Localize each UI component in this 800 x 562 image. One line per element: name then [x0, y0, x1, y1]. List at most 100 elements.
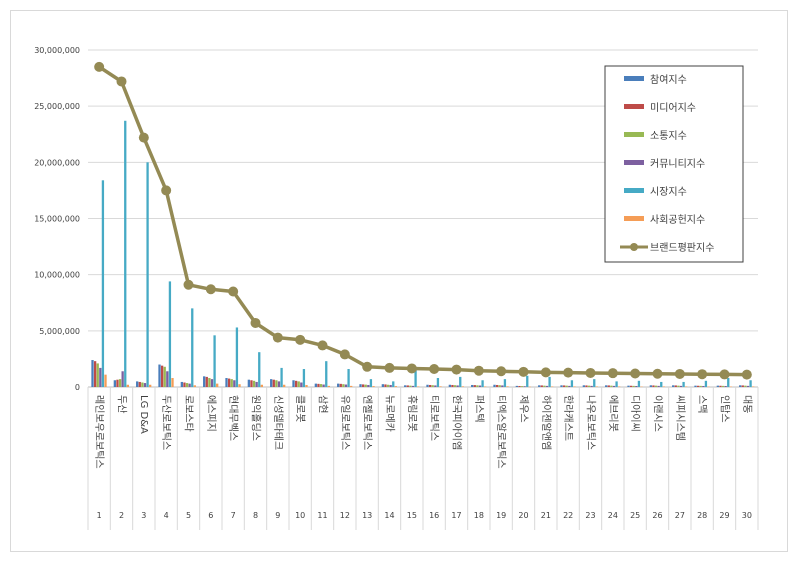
bar-6-8 — [260, 384, 263, 387]
bar-2-16 — [428, 384, 432, 387]
bar-3-20 — [520, 386, 524, 387]
bar-2-29 — [719, 385, 722, 387]
rank-label: 10 — [295, 511, 305, 520]
category-label: 원익홀딩스 — [250, 395, 263, 441]
bar-2-20 — [518, 385, 521, 387]
bar-6-10 — [305, 384, 308, 387]
legend-swatch — [624, 104, 644, 109]
bar-2-25 — [629, 385, 633, 387]
legend-label: 시장지수 — [650, 186, 687, 198]
bar-5-30 — [749, 380, 752, 387]
bar-6-6 — [216, 383, 219, 387]
bar-3-27 — [677, 385, 680, 387]
bar-4-7 — [233, 380, 236, 387]
bar-3-4 — [163, 366, 166, 387]
bar-1-7 — [225, 378, 228, 387]
rank-label: 13 — [362, 511, 372, 520]
category-label: 유일로보틱스 — [339, 395, 351, 450]
rank-label: 23 — [585, 511, 595, 520]
bar-4-6 — [210, 379, 214, 387]
bar-4-15 — [411, 385, 415, 387]
category-label: 휴림로봇 — [406, 395, 418, 432]
bar-1-27 — [672, 385, 675, 387]
reputation-point — [183, 279, 194, 290]
bar-3-30 — [744, 385, 747, 387]
reputation-point — [138, 132, 149, 143]
bar-5-8 — [258, 352, 261, 387]
bar-1-24 — [605, 385, 608, 387]
bar-2-7 — [227, 378, 231, 387]
legend-label: 미디어지수 — [650, 102, 696, 114]
bar-4-17 — [456, 385, 459, 387]
x-axis-labels: 레인보우로보틱스 1 두산 2 LG D&A 3 두산로보틱스 4 로보스타 5 에스피지 6 현대무벡… — [93, 395, 753, 520]
category-label: 엔젤로보틱스 — [361, 395, 373, 450]
bar-1-10 — [292, 380, 295, 387]
bar-6-29 — [729, 386, 732, 388]
legend-swatch — [624, 188, 644, 193]
bar-2-12 — [339, 383, 342, 387]
category-label: 삼현 — [317, 395, 329, 413]
bar-2-9 — [272, 379, 275, 387]
bar-1-15 — [404, 385, 407, 387]
bar-4-14 — [389, 384, 392, 387]
category-label: 에브리봇 — [607, 395, 619, 432]
category-label: 한라캐스트 — [562, 395, 574, 441]
bar-3-23 — [587, 385, 591, 387]
category-label: 뉴로메카 — [384, 395, 396, 432]
reputation-point — [228, 286, 239, 297]
bar-4-13 — [367, 384, 370, 387]
category-label: 신성델타테크 — [272, 395, 284, 450]
reputation-point — [94, 61, 105, 72]
bar-1-4 — [158, 364, 161, 387]
y-tick-label: 25,000,000 — [34, 102, 80, 111]
bar-4-27 — [679, 385, 683, 387]
bar-6-12 — [350, 385, 353, 387]
reputation-point — [719, 369, 730, 380]
bar-4-9 — [277, 381, 281, 387]
rank-label: 20 — [518, 511, 528, 520]
bar-4-11 — [322, 384, 325, 387]
bar-1-18 — [471, 384, 474, 387]
bar-3-17 — [453, 385, 457, 387]
legend-swatch — [624, 160, 644, 165]
reputation-point — [205, 284, 216, 295]
bar-4-18 — [478, 385, 482, 387]
reputation-point — [384, 362, 395, 373]
bar-5-1 — [101, 180, 105, 387]
rank-label: 25 — [630, 511, 640, 520]
bar-3-10 — [297, 381, 300, 387]
bar-6-9 — [283, 384, 286, 387]
bar-6-21 — [551, 386, 554, 387]
bar-1-28 — [694, 385, 697, 387]
bar-2-10 — [294, 380, 298, 387]
y-tick-label: 15,000,000 — [34, 215, 80, 224]
bar-6-19 — [506, 386, 509, 387]
bar-5-26 — [660, 381, 663, 387]
rank-label: 7 — [231, 511, 236, 520]
bar-1-26 — [649, 385, 652, 387]
rank-label: 26 — [652, 511, 662, 520]
bar-6-13 — [372, 386, 375, 387]
rank-label: 19 — [496, 511, 506, 520]
bar-1-12 — [337, 383, 340, 387]
category-label: 인탑스 — [719, 395, 731, 423]
legend-swatch — [624, 76, 644, 81]
bar-3-5 — [185, 383, 189, 387]
bar-2-26 — [652, 385, 655, 387]
bar-3-24 — [610, 385, 613, 387]
bar-2-11 — [317, 383, 320, 387]
bar-6-23 — [595, 386, 598, 387]
bar-1-11 — [314, 383, 317, 387]
bar-3-28 — [699, 385, 702, 387]
bar-5-6 — [213, 335, 216, 387]
bar-1-21 — [538, 385, 541, 387]
rank-label: 21 — [541, 511, 551, 520]
bar-5-25 — [637, 380, 641, 387]
y-tick-label: 5,000,000 — [39, 327, 80, 336]
chart-frame — [10, 10, 788, 552]
bar-6-1 — [104, 374, 107, 387]
bar-6-4 — [171, 378, 174, 387]
bar-3-9 — [275, 380, 278, 387]
